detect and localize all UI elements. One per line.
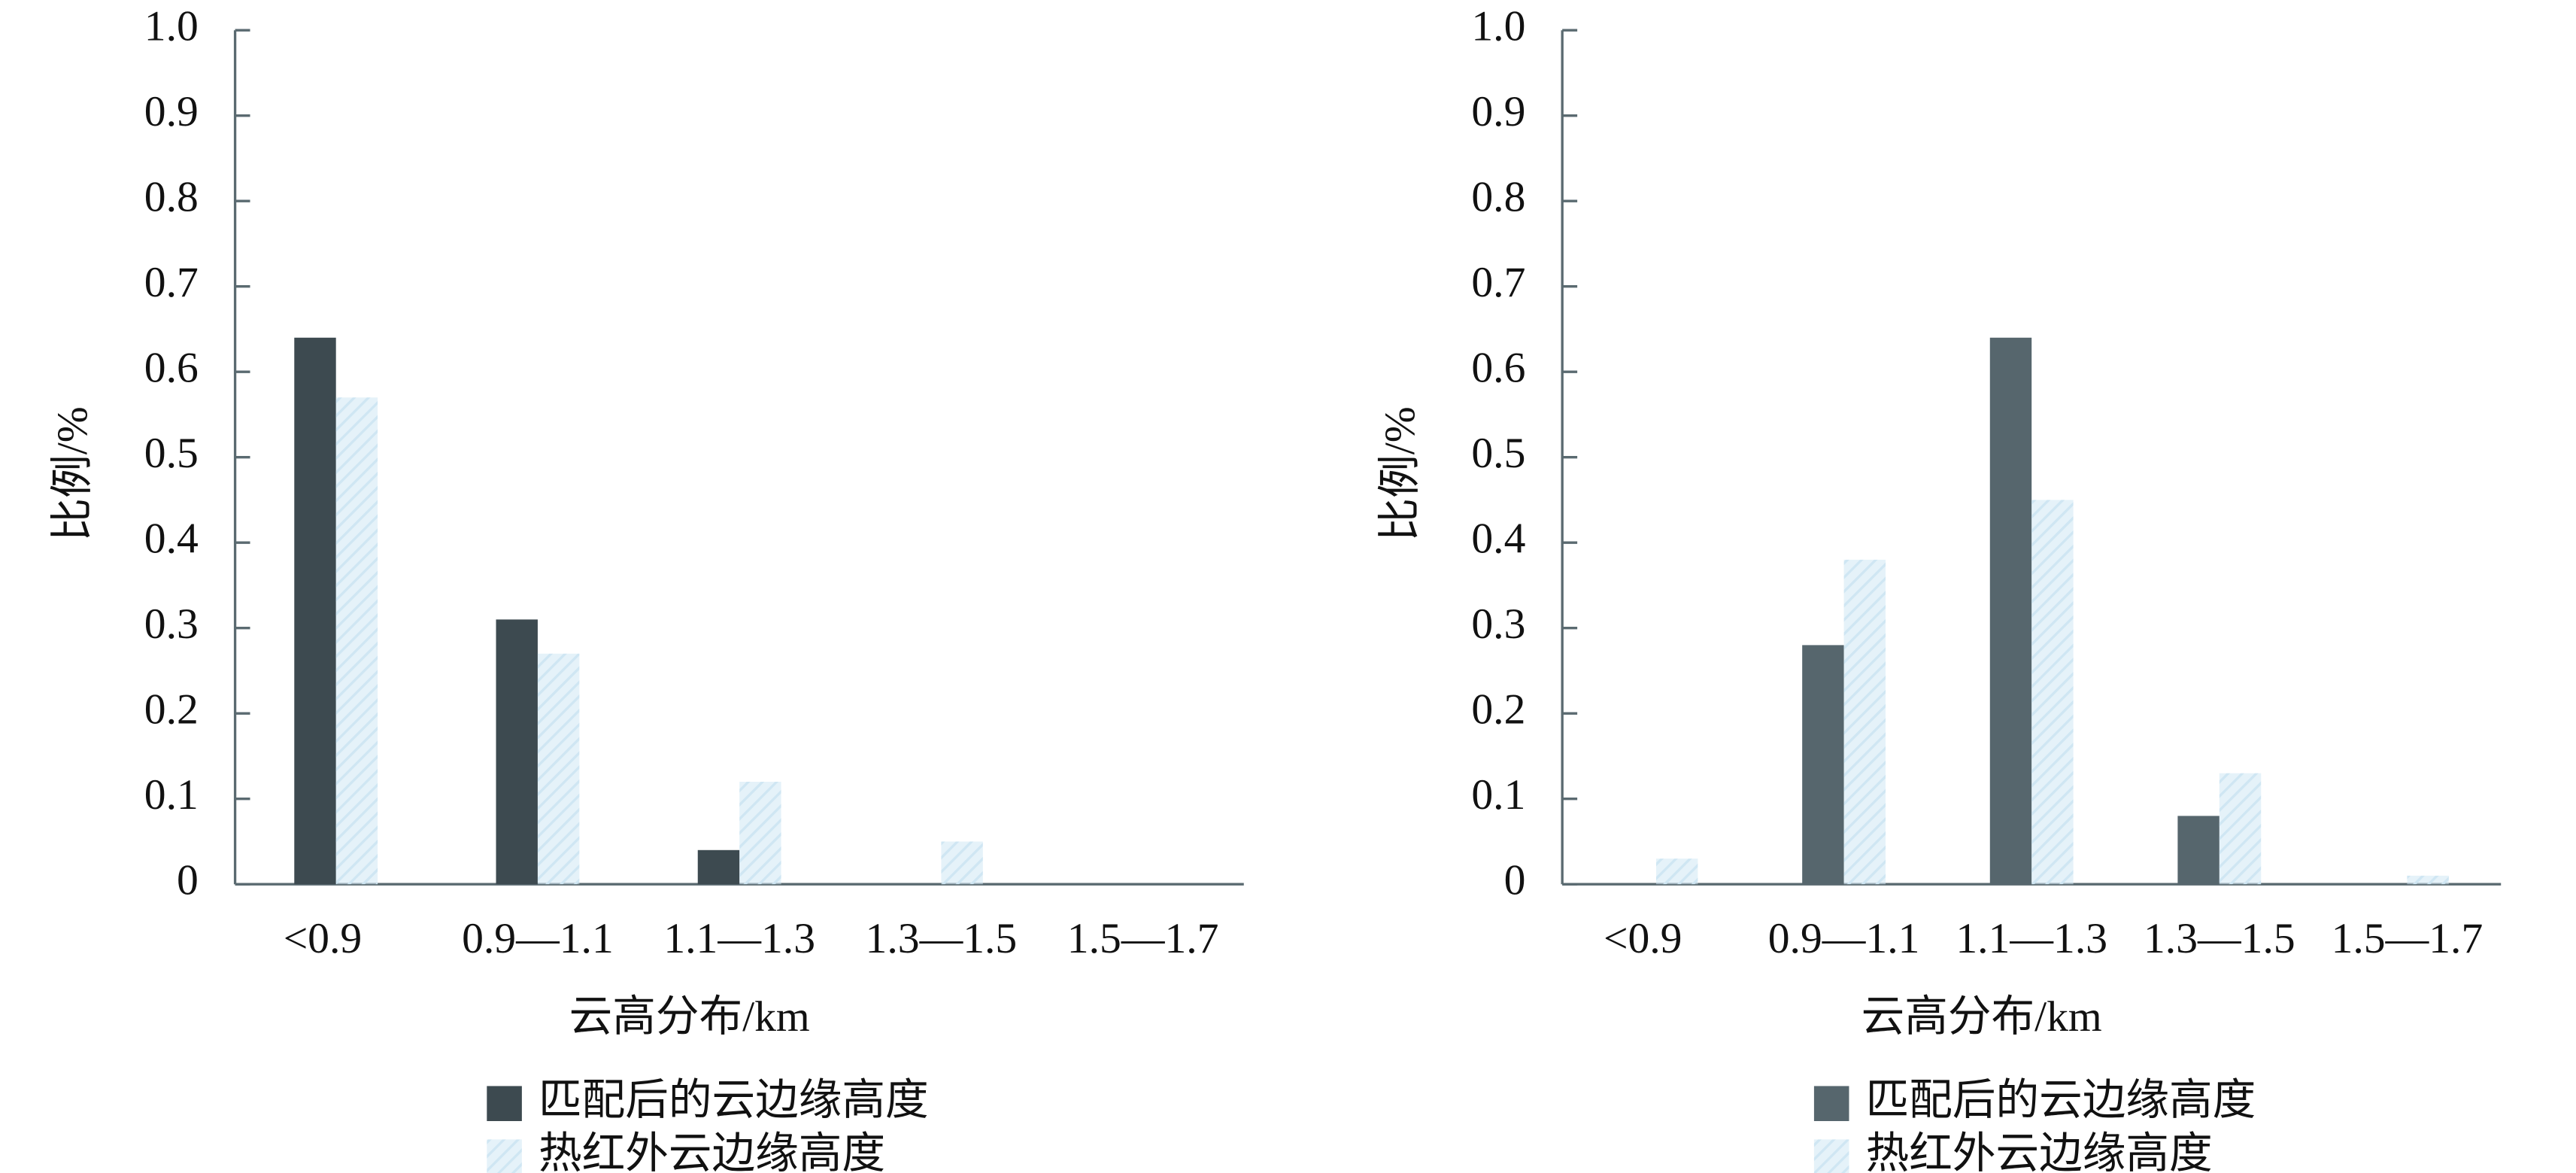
y-tick-label: 0.6 bbox=[144, 344, 199, 391]
x-axis-label: 云高分布/km bbox=[569, 993, 810, 1041]
y-tick-label: 0.7 bbox=[1471, 259, 1525, 306]
x-tick-label: 1.1—1.3 bbox=[1956, 915, 2107, 962]
y-tick-label: 0.5 bbox=[144, 430, 199, 477]
y-tick-label: 0.5 bbox=[1471, 430, 1525, 477]
y-tick-label: 1.0 bbox=[1471, 2, 1525, 50]
y-tick-label: 0.2 bbox=[1471, 685, 1525, 733]
bar bbox=[1989, 337, 2032, 885]
x-tick-label: 1.3—1.5 bbox=[866, 915, 1018, 962]
legend-label: 匹配后的云边缘高度 bbox=[539, 1077, 929, 1124]
bar bbox=[739, 782, 781, 885]
bar bbox=[2407, 875, 2449, 885]
bar bbox=[941, 841, 983, 885]
y-tick-label: 0 bbox=[1504, 856, 1526, 904]
legend-swatch bbox=[487, 1086, 522, 1121]
y-tick-label: 0.4 bbox=[144, 515, 199, 562]
legend-swatch bbox=[487, 1139, 522, 1173]
legend-label: 热红外云边缘高度 bbox=[539, 1130, 885, 1173]
y-tick-label: 0.9 bbox=[1471, 88, 1525, 135]
legend-label: 热红外云边缘高度 bbox=[1866, 1130, 2213, 1173]
x-tick-label: <0.9 bbox=[1604, 915, 1682, 962]
y-tick-label: 0.4 bbox=[1471, 515, 1525, 562]
y-tick-label: 1.0 bbox=[144, 2, 199, 50]
bar bbox=[697, 849, 740, 885]
bar bbox=[537, 653, 580, 885]
x-tick-label: 1.3—1.5 bbox=[2144, 915, 2295, 962]
y-tick-label: 0.3 bbox=[144, 600, 199, 648]
bar bbox=[1802, 645, 1844, 885]
y-tick-label: 0.8 bbox=[1471, 173, 1525, 220]
x-tick-label: 0.9—1.1 bbox=[462, 915, 614, 962]
x-tick-label: 1.1—1.3 bbox=[663, 915, 815, 962]
y-tick-label: 0.1 bbox=[1471, 771, 1525, 819]
bar bbox=[2219, 773, 2262, 885]
x-tick-label: 1.5—1.7 bbox=[2332, 915, 2483, 962]
y-axis-label: 比例/% bbox=[1376, 406, 1424, 541]
bar bbox=[496, 619, 538, 885]
y-axis-label: 比例/% bbox=[49, 406, 96, 541]
y-tick-label: 0 bbox=[177, 856, 199, 904]
bar bbox=[1655, 858, 1698, 885]
y-tick-label: 0.6 bbox=[1471, 344, 1525, 391]
legend-swatch bbox=[1813, 1086, 1849, 1121]
x-tick-label: 0.9—1.1 bbox=[1768, 915, 1920, 962]
y-tick-label: 0.3 bbox=[1471, 600, 1525, 648]
bar bbox=[335, 397, 378, 885]
legend-label: 匹配后的云边缘高度 bbox=[1866, 1077, 2256, 1124]
bar bbox=[1843, 559, 1886, 885]
legend-swatch bbox=[1813, 1139, 1849, 1173]
y-tick-label: 0.9 bbox=[144, 88, 199, 135]
x-tick-label: <0.9 bbox=[284, 915, 363, 962]
y-tick-label: 0.7 bbox=[144, 259, 199, 306]
x-axis-label: 云高分布/km bbox=[1861, 993, 2102, 1041]
y-tick-label: 0.2 bbox=[144, 685, 199, 733]
y-tick-label: 0.1 bbox=[144, 771, 199, 819]
y-tick-label: 0.8 bbox=[144, 173, 199, 220]
bar bbox=[2031, 500, 2074, 885]
x-tick-label: 1.5—1.7 bbox=[1067, 915, 1219, 962]
bar bbox=[2177, 816, 2219, 885]
bar bbox=[294, 337, 336, 885]
